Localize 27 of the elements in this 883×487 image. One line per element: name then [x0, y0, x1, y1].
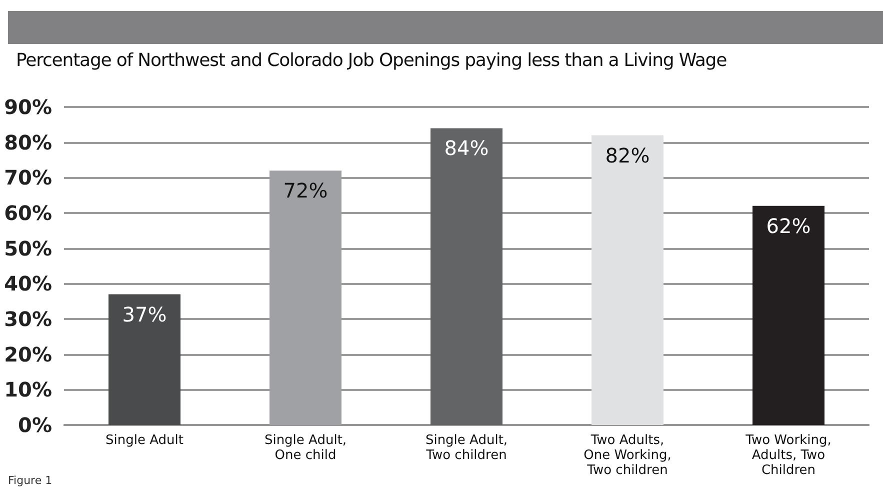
x-tick-label: Two Working, Adults, Two Children: [744, 433, 832, 478]
x-tick-label: Single Adult, Two children: [425, 433, 508, 463]
data-label: 37%: [122, 302, 167, 326]
data-label: 72%: [283, 178, 328, 203]
y-tick-label: 60%: [4, 201, 52, 225]
data-label: 84%: [444, 136, 489, 160]
x-tick-label: Single Adult, One child: [264, 433, 347, 463]
x-tick-label: Two Adults, One Working, Two children: [584, 433, 672, 478]
y-tick-label: 40%: [4, 272, 52, 296]
x-tick-label: Single Adult: [106, 433, 184, 448]
y-tick-label: 20%: [4, 342, 52, 366]
bar: [752, 206, 824, 425]
chart-title: Percentage of Northwest and Colorado Job Openings paying less than a Living Wage: [16, 50, 728, 71]
bar: [430, 128, 502, 425]
bar: [108, 294, 180, 425]
y-tick-label: 70%: [4, 166, 52, 190]
y-tick-label: 0%: [18, 413, 52, 437]
y-tick-label: 10%: [4, 378, 52, 402]
bar: [270, 170, 342, 425]
y-tick-label: 80%: [4, 130, 52, 154]
y-tick-label: 90%: [4, 95, 52, 119]
y-tick-label: 30%: [4, 307, 52, 331]
bar: [592, 135, 664, 425]
data-label: 82%: [605, 143, 650, 168]
caption: Figure 1: [8, 474, 52, 487]
y-tick-label: 50%: [4, 236, 52, 260]
data-label: 62%: [766, 214, 811, 238]
